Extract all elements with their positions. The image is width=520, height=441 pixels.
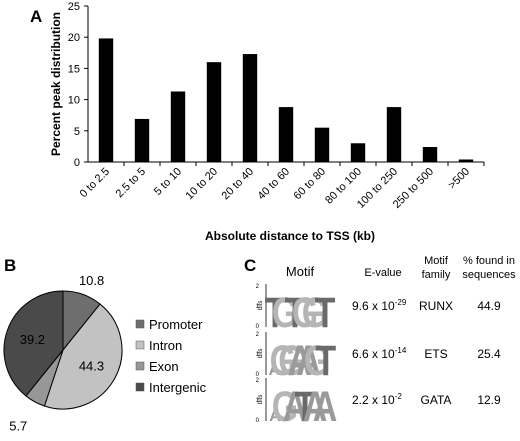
logo-letter: T — [285, 289, 306, 336]
x-axis-label: Absolute distance to TSS (kb) — [205, 229, 375, 243]
panel-c-letter: C — [244, 256, 256, 275]
x-tick-label: 60 to 80 — [292, 166, 329, 203]
header-family-line1: Motif — [424, 255, 449, 267]
motif-family: ETS — [424, 347, 447, 361]
logo-letter: T — [295, 383, 316, 430]
percent-found: 12.9 — [477, 393, 501, 407]
legend-swatch — [135, 340, 145, 350]
bar — [386, 107, 402, 162]
logo-letter: A — [313, 383, 338, 430]
logo-letter: G — [278, 337, 304, 384]
pie-data-label: 39.2 — [20, 332, 45, 347]
logo-letter: T — [265, 289, 286, 336]
pie-data-label: 5.7 — [9, 418, 27, 433]
bar — [206, 62, 222, 162]
logo-letter: A — [269, 362, 281, 379]
logo-letter: G — [272, 383, 298, 430]
evalue: 9.6 x 10-29 — [352, 298, 407, 313]
motif-family: RUNX — [419, 299, 453, 313]
y-tick-label: 5 — [74, 126, 80, 138]
logo-axis-tick: 1 — [256, 352, 260, 358]
percent-found: 44.9 — [477, 299, 501, 313]
legend-swatch — [135, 382, 145, 392]
motif-table-panel-c: Motif E-value Motif family % found in se… — [256, 255, 516, 431]
x-tick-label: >500 — [446, 166, 472, 192]
bar — [242, 54, 258, 162]
legend-label: Promoter — [149, 317, 203, 332]
bar — [278, 107, 294, 162]
evalue: 6.6 x 10-14 — [352, 346, 407, 361]
y-tick-label: 15 — [68, 63, 80, 75]
x-tick-label: 5 to 10 — [152, 166, 184, 198]
logo-axis-tick: 1 — [256, 304, 260, 310]
logo-axis-tick: 0 — [256, 418, 260, 424]
logo-letter: G — [302, 289, 328, 336]
header-found-line1: % found in — [463, 255, 515, 267]
evalue: 2.2 x 10-2 — [352, 392, 402, 407]
x-tick-label: 2.5 to 5 — [114, 166, 148, 200]
logo-letter: T — [315, 337, 336, 384]
header-evalue: E-value — [364, 267, 401, 279]
legend-label: Intron — [149, 338, 182, 353]
logo-letter: G — [304, 337, 330, 384]
bar — [314, 127, 330, 162]
legend-label: Exon — [149, 359, 179, 374]
header-motif: Motif — [286, 264, 315, 279]
logo-letter: G — [270, 337, 296, 384]
logo-letter: G — [292, 289, 318, 336]
panel-a-letter: A — [30, 7, 42, 26]
logo-letter: A — [269, 408, 281, 425]
x-tick-label: 0 to 2.5 — [78, 166, 112, 200]
y-tick-label: 25 — [68, 1, 80, 13]
logo-axis-label: bits — [258, 349, 264, 358]
y-axis-label: Percent peak distribution — [49, 12, 63, 156]
pie-slice — [3, 290, 64, 397]
x-tick-label: 20 to 40 — [220, 166, 257, 203]
logo-letter: A — [303, 383, 328, 430]
legend-label: Intergenic — [149, 380, 207, 395]
logo-axis-label: bits — [258, 395, 264, 404]
logo-letter: A — [296, 337, 321, 384]
logo-letter: T — [315, 289, 336, 336]
logo-letter: A — [288, 337, 313, 384]
bar — [170, 91, 186, 162]
legend-swatch — [135, 361, 145, 371]
x-tick-label: 10 to 20 — [184, 166, 221, 203]
y-tick-label: 10 — [68, 95, 80, 107]
motif-family: GATA — [421, 393, 452, 407]
logo-letter: G — [272, 289, 298, 336]
header-found-line2: sequences — [462, 269, 516, 281]
logo-axis-tick: 0 — [256, 372, 260, 378]
logo-axis-label: bits — [258, 301, 264, 310]
bar — [458, 159, 474, 162]
y-tick-label: 0 — [74, 157, 80, 169]
y-tick-label: 20 — [68, 32, 80, 44]
logo-letter: A — [283, 383, 308, 430]
logo-axis-tick: 2 — [256, 378, 260, 384]
panel-b-letter: B — [4, 256, 16, 275]
logo-axis-tick: 1 — [256, 398, 260, 404]
pie-chart-panel-b: 10.8 44.3 5.7 39.2 Promoter Intron Exon Interg… — [3, 273, 207, 433]
logo-axis-tick: 0 — [256, 324, 260, 330]
logo-axis-tick: 2 — [256, 284, 260, 290]
bar — [350, 143, 366, 162]
header-family-line2: family — [422, 269, 451, 281]
logo-axis-tick: 2 — [256, 332, 260, 338]
x-tick-label: 40 to 60 — [256, 166, 293, 203]
bar — [98, 38, 114, 162]
percent-found: 25.4 — [477, 347, 501, 361]
legend-swatch — [135, 319, 145, 329]
pie-slice — [43, 303, 123, 410]
pie-data-label: 44.3 — [79, 359, 104, 374]
pie-data-label: 10.8 — [79, 273, 104, 288]
bar — [134, 118, 150, 162]
bar — [422, 147, 438, 162]
